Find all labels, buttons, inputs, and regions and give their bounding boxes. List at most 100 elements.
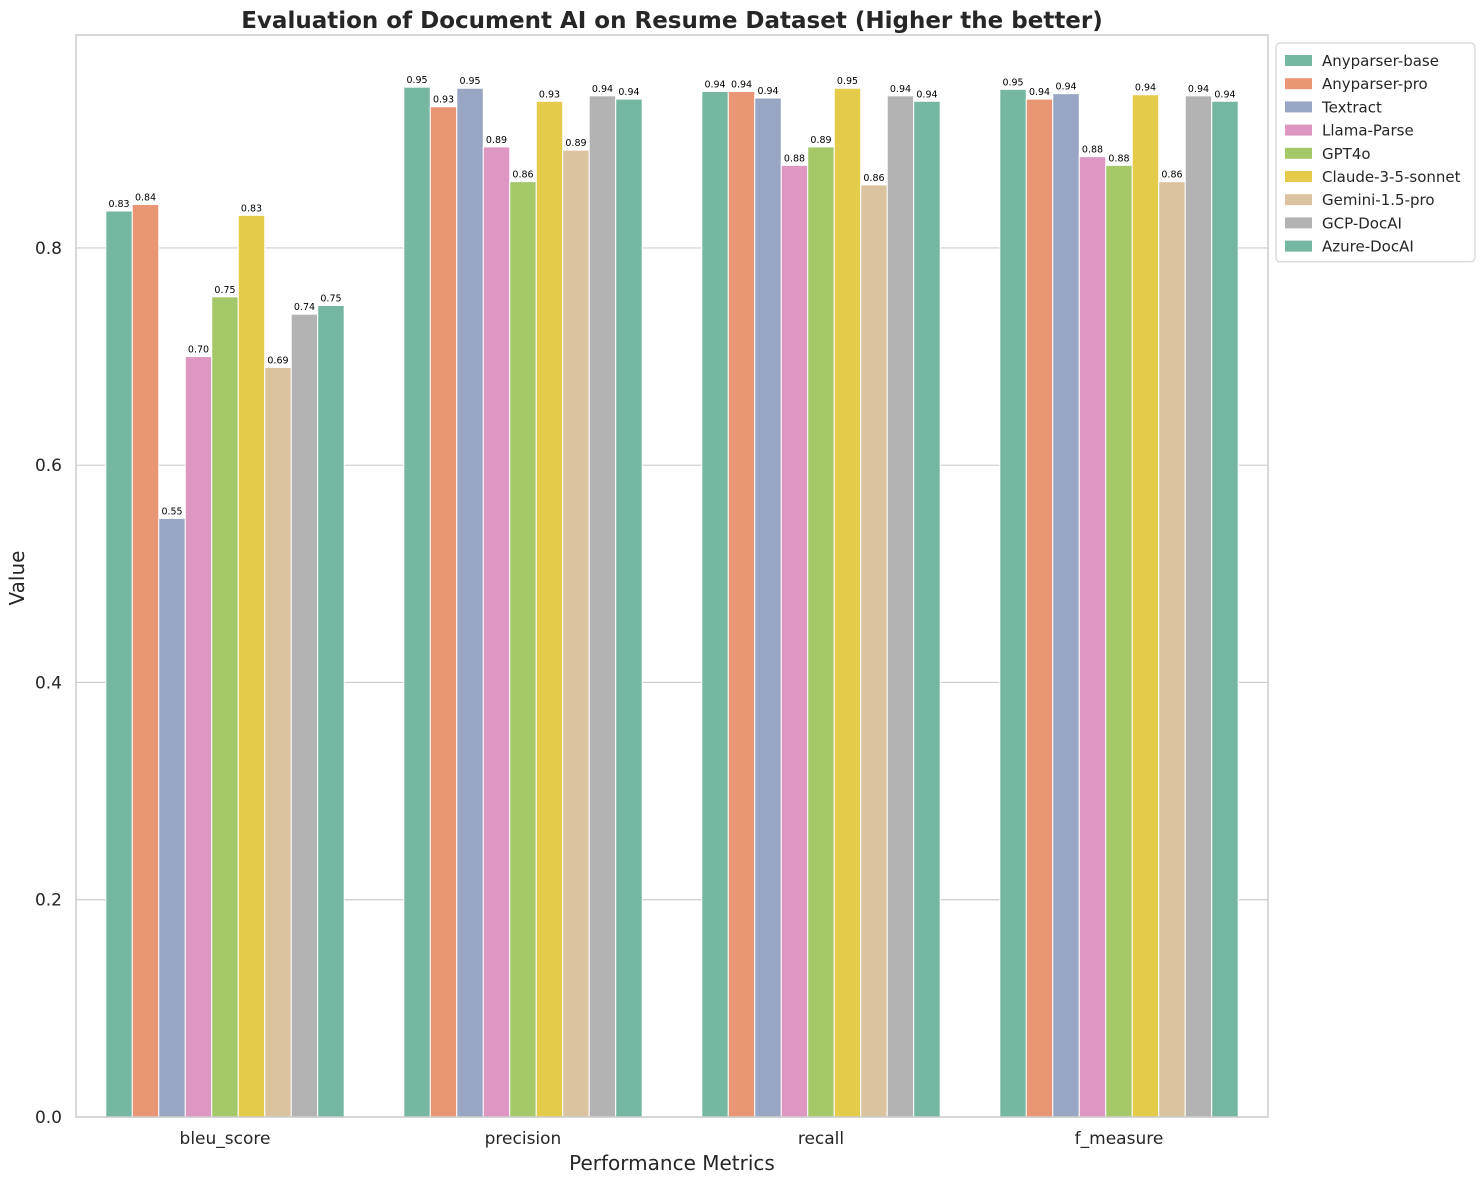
bar [615,98,643,1118]
legend-entry-label: GPT4o [1322,145,1371,163]
bar-value-label: 0.75 [320,294,341,305]
legend-entry-label: Llama-Parse [1322,122,1414,140]
bar [482,146,511,1118]
x-tick-label: bleu_score [180,1129,271,1149]
legend-swatch [1285,78,1312,90]
y-tick-label: 0.8 [35,239,62,259]
bar-value-label: 0.94 [731,79,752,90]
legend-entry-label: Gemini-1.5-pro [1322,191,1435,209]
bar-value-label: 0.84 [135,192,156,203]
bar [317,305,345,1118]
bar-value-label: 0.94 [757,86,778,97]
bar-value-label: 0.70 [188,345,209,356]
bar-value-label: 0.88 [784,153,805,164]
bar-value-label: 0.94 [1029,87,1050,98]
bar [1078,156,1107,1118]
bar [184,356,213,1118]
bar-value-label: 0.86 [863,173,884,184]
bar-value-label: 0.95 [837,76,858,87]
bar-value-label: 0.86 [512,170,533,181]
bar-value-label: 0.74 [294,302,315,313]
legend-swatch [1285,217,1312,229]
bar-value-label: 0.83 [108,199,129,210]
bar-value-label: 0.94 [890,84,911,95]
bar-value-label: 0.94 [1055,82,1076,93]
bar-value-label: 0.83 [241,203,262,214]
bar-value-label: 0.88 [1082,145,1103,156]
bar [754,97,782,1118]
bar [403,86,431,1118]
legend-entry-label: Claude-3-5-sonnet [1322,168,1461,186]
legend-entry-label: Anyparser-pro [1322,75,1428,93]
bar [807,146,835,1118]
bar-value-label: 0.94 [1135,83,1156,94]
legend-frame [1275,42,1476,263]
legend-swatch [1285,240,1312,252]
bar [158,517,186,1118]
legend-swatch [1285,147,1312,159]
bar-value-label: 0.95 [1002,77,1023,88]
x-axis-ticks: bleu_score precision recall f_measure [180,1129,1164,1149]
legend-entry-label: Anyparser-base [1322,52,1439,70]
legend: Anyparser-base Anyparser-pro Textract Llama… [1275,42,1476,263]
bar [588,95,617,1118]
x-tick-label: precision [485,1129,562,1149]
bar [1158,181,1186,1118]
bars-group [105,86,1239,1118]
legend-swatch [1285,55,1312,66]
bar [509,181,537,1118]
bar [131,203,160,1118]
bar [237,214,266,1118]
bar [913,100,941,1118]
bar-value-label: 0.89 [565,138,586,149]
bar [701,90,729,1118]
bar-value-label: 0.89 [810,135,831,146]
bar [290,313,319,1118]
bar [562,149,590,1118]
y-tick-label: 0.2 [35,891,62,911]
bar-value-label: 0.94 [592,84,613,95]
legend-entry-label: GCP-DocAI [1322,214,1402,232]
x-tick-label: f_measure [1075,1129,1164,1149]
bar-value-label: 0.94 [704,79,725,90]
bar-value-label: 0.95 [459,76,480,87]
bar [456,87,484,1118]
bar [1052,93,1080,1118]
bar [1025,98,1054,1118]
legend-swatch [1285,194,1312,206]
bar-value-label: 0.93 [433,95,454,106]
y-axis-ticks: 0.0 0.2 0.4 0.6 0.8 [35,239,62,1128]
y-axis-label: Value [5,551,29,606]
bar [211,296,239,1118]
bar-value-label: 0.75 [214,285,235,296]
bar-value-label: 0.89 [486,135,507,146]
bar-value-label: 0.69 [267,355,288,366]
bar [1131,94,1160,1118]
plot-frame [75,34,1269,1118]
bar [727,90,756,1118]
bar [1184,95,1213,1118]
bar-value-label: 0.94 [1188,84,1209,95]
legend-swatch [1285,101,1312,113]
bar [780,164,809,1118]
legend-swatch [1285,124,1312,136]
bar-value-label: 0.93 [539,89,560,100]
bar [105,210,133,1118]
x-axis-label: Performance Metrics [569,1151,775,1175]
bar-labels-group: 0.83 0.84 0.55 0.70 0.75 0.83 0.69 0.74 0.75 0.95… [108,75,1235,517]
chart-title: Evaluation of Document AI on Resume Data… [241,8,1103,34]
bar-value-label: 0.94 [916,89,937,100]
bar-value-label: 0.94 [618,87,639,98]
bar-value-label: 0.88 [1108,153,1129,164]
bar [429,106,458,1118]
bar [999,88,1027,1118]
legend-swatch [1285,171,1312,182]
bar [535,100,564,1118]
y-tick-label: 0.0 [35,1108,62,1128]
bar-value-label: 0.95 [406,75,427,86]
bar [833,87,862,1118]
x-tick-label: recall [798,1129,844,1149]
legend-entry-label: Textract [1321,98,1382,116]
y-tick-label: 0.4 [35,673,62,693]
